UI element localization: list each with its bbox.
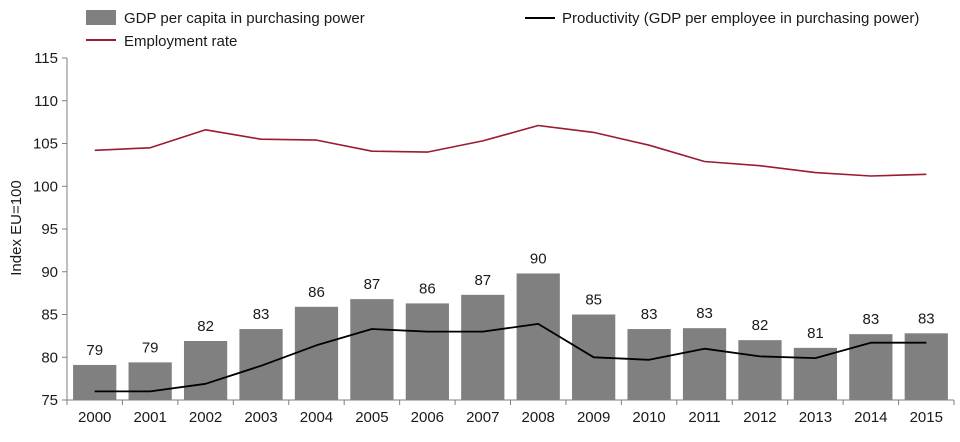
y-axis-title: Index EU=100 (8, 180, 25, 276)
bar (849, 334, 893, 400)
bar-data-label: 87 (364, 276, 381, 293)
bar (183, 341, 228, 400)
x-tick-label: 2004 (300, 409, 333, 426)
line-series (94, 124, 927, 393)
bar-data-label: 81 (807, 325, 824, 342)
y-tick-label: 95 (41, 221, 58, 238)
legend-label-employment: Employment rate (124, 33, 237, 50)
bar (239, 329, 283, 400)
x-tick-label: 2005 (355, 409, 388, 426)
y-tick-label: 105 (33, 136, 58, 153)
bar (793, 347, 838, 400)
bar-data-label: 83 (253, 306, 270, 323)
x-tick-label: 2013 (799, 409, 832, 426)
legend-label-productivity: Productivity (GDP per employee in purcha… (562, 10, 919, 27)
bar-data-label: 86 (308, 284, 325, 301)
y-axis: 75 80 85 90 95 100 105 110 115 (33, 50, 68, 409)
bar-data-label: 83 (641, 306, 658, 323)
employment-rate-line (94, 124, 927, 177)
y-tick-label: 75 (41, 392, 58, 409)
bar (461, 294, 505, 400)
x-tick-label: 2001 (133, 409, 166, 426)
bar (904, 333, 948, 400)
y-tick-label: 110 (34, 93, 58, 110)
x-axis: 2000 2001 2002 2003 2004 2005 2006 2007 2008 2009… (66, 399, 955, 426)
bar-data-label: 79 (142, 339, 159, 356)
bar (627, 329, 671, 400)
productivity-line (94, 322, 927, 393)
bar-data-label: 87 (474, 272, 491, 289)
bar (738, 340, 782, 400)
bar-data-label: 79 (86, 342, 103, 359)
bar-data-label: 83 (696, 305, 713, 322)
bar-data-label: 83 (918, 310, 935, 327)
bar-data-label: 82 (752, 317, 769, 334)
x-tick-label: 2006 (411, 409, 444, 426)
bar-data-label: 82 (197, 318, 214, 335)
x-tick-label: 2014 (854, 409, 887, 426)
y-tick-label: 80 (41, 349, 58, 366)
bar (516, 273, 560, 400)
bar (682, 328, 727, 400)
bar-data-label: 85 (585, 292, 602, 309)
x-tick-label: 2002 (189, 409, 222, 426)
y-tick-label: 115 (34, 50, 58, 67)
legend-label-gdp: GDP per capita in purchasing power (124, 10, 365, 27)
x-tick-label: 2012 (743, 409, 776, 426)
y-tick-label: 85 (41, 307, 58, 324)
bar (128, 362, 172, 400)
x-tick-label: 2008 (522, 409, 555, 426)
bar-series (73, 273, 948, 400)
data-labels: 79 79 82 83 86 87 86 87 90 85 83 83 82 81 83 83 (86, 250, 934, 358)
legend: GDP per capita in purchasing power Produ… (86, 10, 919, 50)
bar (294, 306, 339, 400)
bar-data-label: 90 (530, 250, 547, 267)
bar (405, 303, 449, 400)
bar (350, 299, 394, 400)
x-tick-label: 2011 (688, 409, 720, 426)
y-tick-label: 90 (41, 264, 58, 281)
legend-swatch-gdp (86, 10, 116, 25)
y-tick-label: 100 (33, 178, 58, 195)
bar-data-label: 86 (419, 280, 436, 297)
x-tick-label: 2015 (910, 409, 943, 426)
x-tick-label: 2010 (632, 409, 665, 426)
bar-data-label: 83 (863, 311, 880, 328)
x-tick-label: 2009 (577, 409, 610, 426)
x-tick-label: 2007 (466, 409, 499, 426)
x-tick-label: 2003 (244, 409, 277, 426)
x-tick-label: 2000 (78, 409, 111, 426)
bar (73, 364, 117, 400)
